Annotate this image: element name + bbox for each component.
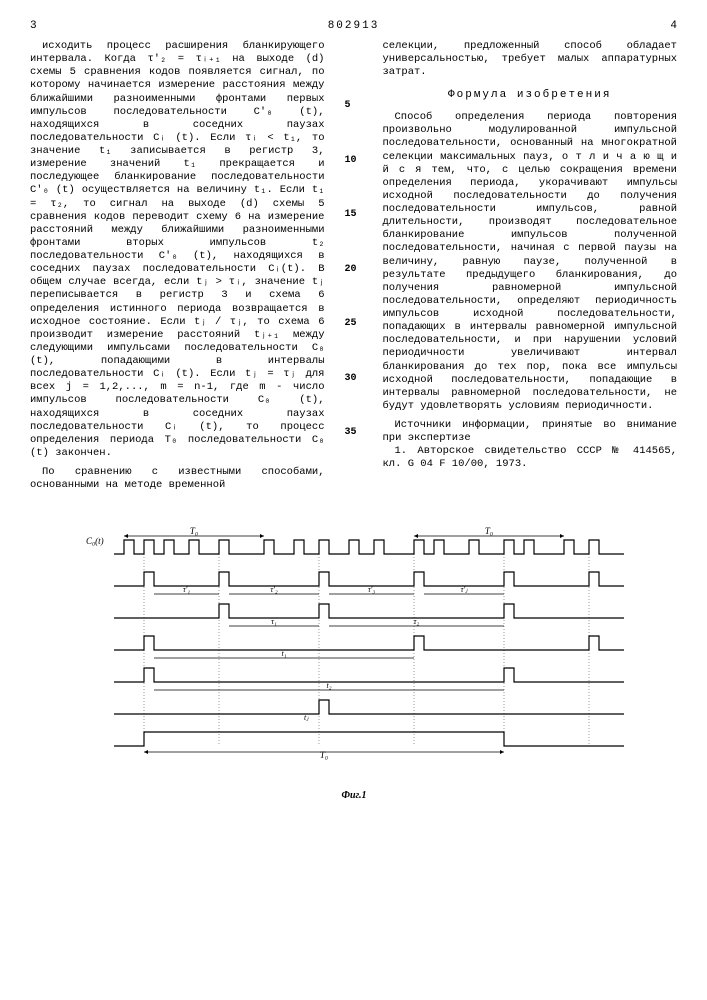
svg-text:τ'₃: τ'₃ <box>367 585 375 594</box>
right-paragraph-1: селекции, предложенный способ обладает у… <box>383 40 678 79</box>
timing-diagram-svg: T₀C₀(t)T₀T₀τ'₁τ'₂τ'₃τ'ⱼτ₁τ₂t₁t₂tⱼФиг.1 <box>64 522 644 802</box>
right-column: селекции, предложенный способ обладает у… <box>383 40 678 492</box>
header-row: 3 802913 4 <box>30 20 677 32</box>
svg-text:Фиг.1: Фиг.1 <box>341 790 366 801</box>
right-paragraph-4: 1. Авторское свидетельство СССР № 414565… <box>383 445 678 471</box>
patent-number: 802913 <box>37 20 671 32</box>
line-num: 20 <box>345 264 363 277</box>
svg-text:T₀: T₀ <box>319 750 327 760</box>
formula-title: Формула изобретения <box>383 89 678 103</box>
left-column: исходить процесс расширения бланкирующег… <box>30 40 325 492</box>
line-num: 5 <box>345 100 363 113</box>
svg-text:C₀(t): C₀(t) <box>86 536 104 546</box>
right-paragraph-3: Источники информации, принятые во вниман… <box>383 419 678 445</box>
svg-text:τ₁: τ₁ <box>271 617 277 626</box>
left-paragraph-1: исходить процесс расширения бланкирующег… <box>30 40 325 460</box>
line-number-gutter: 5 10 15 20 25 30 35 <box>345 40 363 492</box>
page-number-left: 3 <box>30 20 37 32</box>
line-num: 35 <box>345 427 363 440</box>
svg-text:τ₂: τ₂ <box>413 617 419 626</box>
line-num: 25 <box>345 318 363 331</box>
timing-diagram: T₀C₀(t)T₀T₀τ'₁τ'₂τ'₃τ'ⱼτ₁τ₂t₁t₂tⱼФиг.1 <box>30 512 677 812</box>
left-paragraph-2: По сравнению с известными способами, осн… <box>30 466 325 492</box>
svg-text:T₀: T₀ <box>189 526 197 536</box>
svg-text:τ'₁: τ'₁ <box>182 585 190 594</box>
line-num: 30 <box>345 373 363 386</box>
line-num: 10 <box>345 155 363 168</box>
svg-text:τ'₂: τ'₂ <box>270 585 278 594</box>
svg-text:τ'ⱼ: τ'ⱼ <box>460 585 468 594</box>
page: 3 802913 4 исходить процесс расширения б… <box>0 0 707 832</box>
right-paragraph-2: Способ определения периода повторения пр… <box>383 111 678 413</box>
page-number-right: 4 <box>670 20 677 32</box>
line-num: 15 <box>345 209 363 222</box>
text-columns: исходить процесс расширения бланкирующег… <box>30 40 677 492</box>
svg-text:t₁: t₁ <box>281 649 286 658</box>
svg-text:t₂: t₂ <box>326 681 331 690</box>
svg-text:T₀: T₀ <box>484 526 492 536</box>
